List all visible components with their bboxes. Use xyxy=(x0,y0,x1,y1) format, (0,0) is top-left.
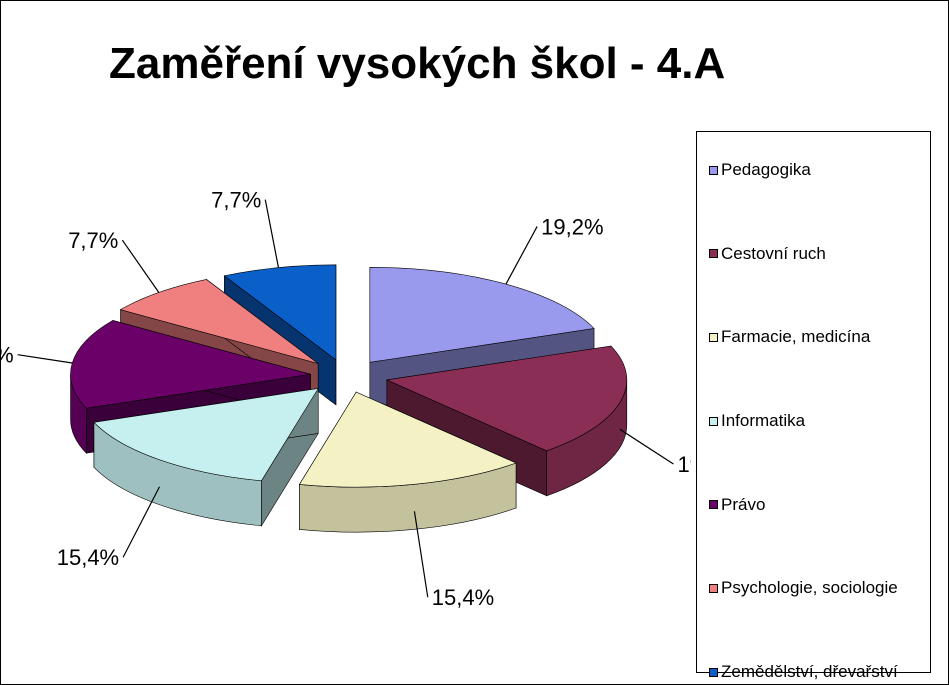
legend-label: Pedagogika xyxy=(721,160,811,179)
legend-swatch xyxy=(709,249,718,259)
legend-swatch xyxy=(709,667,718,677)
legend-item: Psychologie, sociologie xyxy=(709,578,898,598)
legend-label: Psychologie, sociologie xyxy=(721,578,898,598)
legend-label: Zemědělství, dřevařství xyxy=(721,662,898,681)
leader-line xyxy=(619,428,674,465)
legend-item: Cestovní ruch xyxy=(709,244,826,264)
legend-label: Informatika xyxy=(721,411,806,430)
data-label: 7,7% xyxy=(211,188,261,213)
leader-line xyxy=(17,354,73,364)
pie-slice-informatika xyxy=(93,387,319,527)
legend-swatch xyxy=(709,583,718,593)
legend: Pedagogika Cestovní ruch Farmacie, medicín… xyxy=(696,131,931,681)
legend-item: Informatika xyxy=(709,411,805,431)
legend-swatch xyxy=(709,416,718,426)
data-label: 19,2% xyxy=(677,452,691,477)
data-label: 15,4% xyxy=(432,585,494,610)
data-label: 15,4% xyxy=(1,343,14,368)
pie-slice-farmacie-medic-na xyxy=(298,391,517,533)
pie-chart: 19,2% 19,2% 15,4% 15,4% 15,4% 7,7% 7,7% xyxy=(1,188,691,611)
legend-item: Pedagogika xyxy=(709,160,811,180)
legend-item: Farmacie, medicína xyxy=(709,327,870,347)
leader-line xyxy=(505,226,538,285)
legend-swatch xyxy=(709,332,718,342)
legend-item: Právo xyxy=(709,495,765,515)
leader-line xyxy=(264,199,280,268)
chart-title: Zaměření vysokých škol - 4.A xyxy=(109,39,726,88)
legend-label: Farmacie, medicína xyxy=(721,327,871,347)
data-label: 15,4% xyxy=(57,545,119,570)
data-label: 7,7% xyxy=(68,228,118,253)
legend-label: Právo xyxy=(721,494,766,514)
legend-label: Cestovní ruch xyxy=(721,243,826,263)
leader-line xyxy=(121,239,160,293)
data-label: 19,2% xyxy=(541,214,603,239)
leader-line xyxy=(122,486,161,558)
legend-item: Zemědělství, dřevařství xyxy=(709,662,898,682)
legend-swatch xyxy=(709,500,718,510)
leader-line xyxy=(413,511,429,598)
legend-swatch xyxy=(709,165,718,175)
